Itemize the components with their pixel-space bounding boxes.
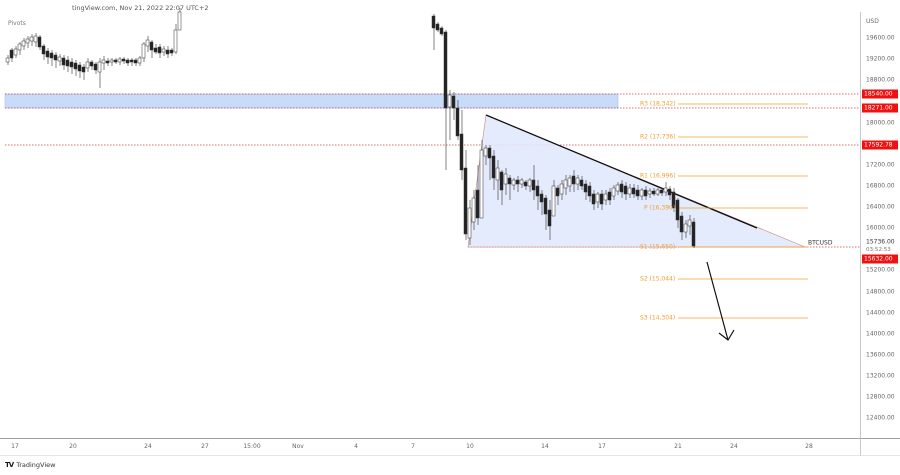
price-tick: 12800.00: [866, 393, 895, 401]
time-tick: 17: [598, 443, 606, 450]
last-price: 15736.00: [866, 238, 895, 246]
candle-bodies-october: [5, 11, 182, 73]
pivot-label-r3: R3 (18,342): [640, 100, 676, 108]
price-tick: 17200.00: [866, 161, 895, 169]
tradingview-logo[interactable]: TV TradingView: [5, 461, 55, 469]
price-axis[interactable]: USD 19600.00 19200.00 18800.00 18000.00 …: [860, 12, 900, 452]
price-badge-17592: 17592.78: [862, 140, 898, 150]
price-tick: 18000.00: [866, 119, 895, 127]
tradingview-logo-icon: TV: [5, 461, 14, 469]
time-tick: 14: [541, 443, 549, 450]
pivot-label-r2: R2 (17,736): [640, 133, 676, 141]
time-tick: 24: [730, 443, 738, 450]
price-tick: 19600.00: [866, 34, 895, 42]
time-axis[interactable]: 17 20 24 27 15:00 Nov 4 7 10 14 17 21 24…: [0, 438, 860, 456]
time-tick: 4: [354, 443, 358, 450]
time-tick: 15:00: [243, 443, 261, 450]
triangle-resistance-line[interactable]: [485, 114, 758, 229]
price-tick: 16400.00: [866, 203, 895, 211]
time-tick: 28: [805, 443, 813, 450]
tradingview-logo-text: TradingView: [16, 461, 56, 469]
price-tick: 16000.00: [866, 224, 895, 232]
supply-zone[interactable]: [4, 93, 619, 109]
pivot-label-p: P (16,390): [644, 204, 676, 212]
time-tick: 20: [69, 443, 77, 450]
pivot-label-r1: R1 (16,996): [640, 172, 676, 180]
time-tick: 24: [144, 443, 152, 450]
price-tick: 18800.00: [866, 76, 895, 84]
pivot-label-s2: S2 (15,044): [640, 275, 676, 283]
price-tick: 16800.00: [866, 182, 895, 190]
time-tick: 7: [411, 443, 415, 450]
time-tick: 17: [11, 443, 19, 450]
price-badge-18271: 18271.00: [862, 103, 898, 113]
price-tick: 13200.00: [866, 372, 895, 380]
indicator-label[interactable]: Pivots: [8, 20, 26, 27]
currency-label: USD: [866, 18, 879, 25]
time-tick: 10: [466, 443, 474, 450]
symbol-label: BTCUSD: [808, 239, 833, 247]
price-badge-15632: 15632.00: [862, 254, 898, 264]
pivot-label-s1: S1 (15,650): [640, 243, 676, 251]
breakdown-arrow-icon[interactable]: [706, 261, 735, 341]
price-tick: 13600.00: [866, 351, 895, 359]
chart-source-caption: tingView.com, Nov 21, 2022 22:07 UTC+2: [72, 4, 209, 12]
axis-corner: [860, 438, 900, 456]
pivot-label-s3: S3 (14,304): [640, 314, 676, 322]
time-tick: 21: [674, 443, 682, 450]
price-tick: 15200.00: [866, 266, 895, 274]
bar-countdown: 03:52:53: [866, 247, 891, 253]
candle-bodies-november: [431, 15, 696, 247]
price-chart[interactable]: [0, 0, 860, 438]
price-badge-18540: 18540.00: [862, 89, 898, 99]
pivot-lines: [678, 103, 808, 319]
price-tick: 14400.00: [866, 309, 895, 317]
price-tick: 19200.00: [866, 55, 895, 63]
price-tick: 14800.00: [866, 288, 895, 296]
time-tick: 27: [201, 443, 209, 450]
price-tick: 14000.00: [866, 330, 895, 338]
price-tick: 12400.00: [866, 414, 895, 422]
time-tick: Nov: [292, 443, 304, 450]
